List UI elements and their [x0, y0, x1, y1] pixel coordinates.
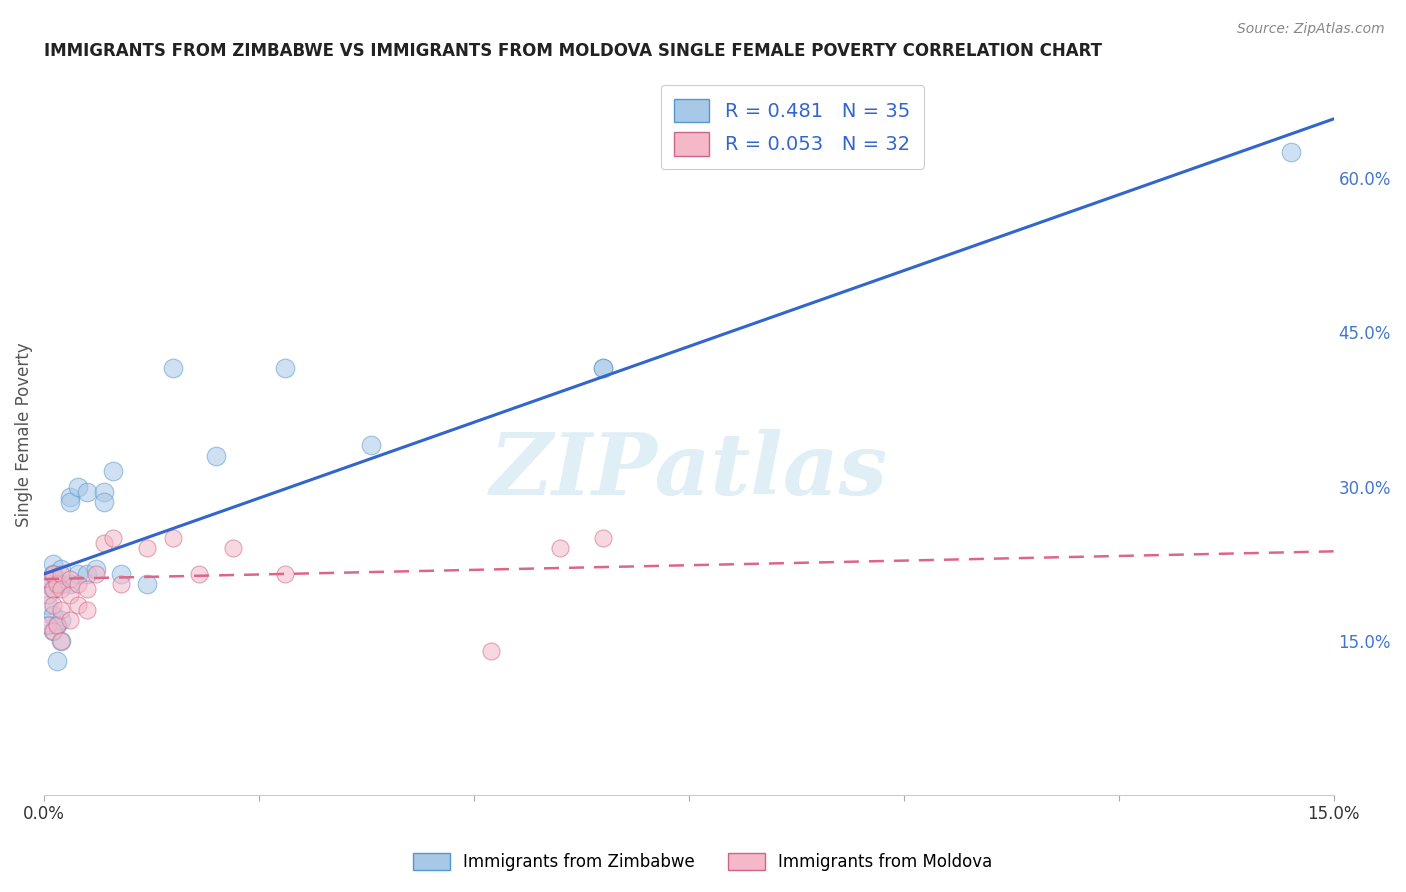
Point: [46, 618, 69, 632]
Point: [37, 618, 59, 632]
Point: [41, 566, 63, 581]
Point: [136, 541, 159, 556]
Point: [67, 566, 90, 581]
Point: [41, 557, 63, 571]
Legend: R = 0.481   N = 35, R = 0.053   N = 32: R = 0.481 N = 35, R = 0.053 N = 32: [661, 85, 924, 169]
Point: [41, 582, 63, 597]
Point: [205, 449, 228, 463]
Point: [51, 613, 73, 627]
Point: [41, 598, 63, 612]
Point: [59, 613, 82, 627]
Point: [59, 588, 82, 602]
Point: [162, 361, 184, 376]
Legend: Immigrants from Zimbabwe, Immigrants from Moldova: Immigrants from Zimbabwe, Immigrants fro…: [405, 845, 1001, 880]
Point: [274, 361, 297, 376]
Point: [41, 624, 63, 638]
Point: [84, 566, 107, 581]
Point: [41, 582, 63, 597]
Point: [187, 566, 209, 581]
Point: [51, 633, 73, 648]
Point: [548, 541, 571, 556]
Text: IMMIGRANTS FROM ZIMBABWE VS IMMIGRANTS FROM MOLDOVA SINGLE FEMALE POVERTY CORREL: IMMIGRANTS FROM ZIMBABWE VS IMMIGRANTS F…: [44, 42, 1102, 60]
Point: [479, 644, 502, 658]
Point: [59, 577, 82, 591]
Point: [93, 536, 115, 550]
Point: [67, 479, 90, 493]
Point: [110, 577, 132, 591]
Point: [592, 361, 614, 376]
Point: [41, 608, 63, 623]
Point: [592, 361, 614, 376]
Point: [592, 531, 614, 545]
Text: Source: ZipAtlas.com: Source: ZipAtlas.com: [1237, 22, 1385, 37]
Point: [37, 618, 59, 632]
Point: [59, 490, 82, 504]
Point: [51, 562, 73, 576]
Point: [51, 582, 73, 597]
Point: [93, 484, 115, 499]
Point: [76, 603, 98, 617]
Point: [37, 572, 59, 586]
Point: [76, 566, 98, 581]
Point: [222, 541, 245, 556]
Point: [51, 633, 73, 648]
Point: [46, 654, 69, 668]
Point: [51, 603, 73, 617]
Point: [101, 531, 124, 545]
Point: [274, 566, 297, 581]
Text: ZIPatlas: ZIPatlas: [489, 429, 889, 513]
Point: [41, 566, 63, 581]
Point: [1279, 145, 1302, 160]
Point: [46, 577, 69, 591]
Point: [136, 577, 159, 591]
Point: [51, 566, 73, 581]
Point: [360, 438, 382, 452]
Point: [46, 577, 69, 591]
Point: [59, 572, 82, 586]
Point: [110, 566, 132, 581]
Point: [67, 598, 90, 612]
Point: [67, 577, 90, 591]
Point: [41, 624, 63, 638]
Point: [84, 562, 107, 576]
Point: [76, 582, 98, 597]
Point: [93, 495, 115, 509]
Point: [37, 577, 59, 591]
Y-axis label: Single Female Poverty: Single Female Poverty: [15, 343, 32, 527]
Point: [101, 464, 124, 478]
Point: [37, 588, 59, 602]
Point: [51, 577, 73, 591]
Point: [162, 531, 184, 545]
Point: [59, 495, 82, 509]
Point: [76, 484, 98, 499]
Point: [46, 618, 69, 632]
Point: [37, 598, 59, 612]
